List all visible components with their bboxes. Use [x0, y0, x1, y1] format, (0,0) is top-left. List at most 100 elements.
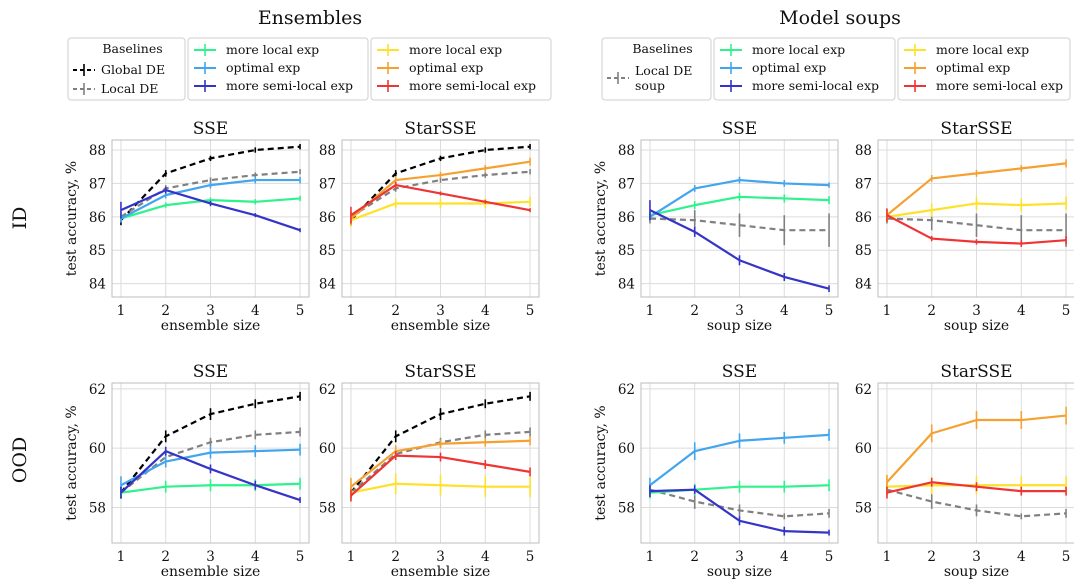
- x-tick-label: 4: [481, 549, 490, 565]
- series-4: [350, 181, 531, 224]
- series-3: [350, 436, 531, 496]
- x-tick-label: 3: [436, 303, 445, 319]
- plot-frame: [640, 382, 839, 544]
- series-4: [120, 446, 301, 503]
- x-tick-label: 1: [347, 549, 356, 565]
- x-tick-label: 5: [1062, 303, 1071, 319]
- legend-box: [370, 37, 552, 101]
- y-tick-label: 88: [618, 143, 635, 159]
- x-tick-label: 3: [206, 549, 215, 565]
- x-tick-label: 4: [251, 549, 260, 565]
- x-axis-label: soup size: [944, 318, 1009, 334]
- x-tick-label: 3: [972, 303, 981, 319]
- legend-label-yellow: optimal exp: [409, 60, 483, 75]
- legend-label-green: more semi-local exp: [226, 78, 353, 93]
- x-tick-label: 1: [646, 549, 655, 565]
- legend-label-baseline-line2: soup: [635, 78, 665, 93]
- x-axis-label: soup size: [707, 318, 772, 334]
- y-tick-label: 62: [618, 382, 635, 398]
- x-tick-label: 4: [481, 303, 490, 319]
- panel-6: SSE 1 2 3 4 5 58 60 62 soup size test accuracy, %: [593, 362, 839, 580]
- legend-label-baseline: Local DE: [101, 81, 158, 96]
- y-tick-label: 86: [89, 210, 106, 226]
- panel-4: SSE 1 2 3 4 5 58 60 62 ensemble size test accuracy…: [64, 362, 310, 580]
- y-tick-label: 58: [618, 500, 635, 516]
- y-tick-label: 60: [89, 441, 106, 457]
- panel-5: StarSSE 1 2 3 4 5 58 60 62 ensemble size: [319, 362, 540, 580]
- y-tick-label: 87: [89, 176, 106, 192]
- legend-heading: Baselines: [102, 41, 162, 56]
- legend-label-green: more semi-local exp: [752, 78, 879, 93]
- y-tick-label: 87: [855, 176, 872, 192]
- y-tick-label: 84: [89, 277, 106, 293]
- legend-label-baseline: Global DE: [101, 62, 165, 77]
- y-tick-label: 62: [319, 382, 336, 398]
- series-3: [886, 477, 1067, 499]
- x-tick-label: 3: [206, 303, 215, 319]
- row-label-ood: OOD: [9, 437, 31, 483]
- legend-box: [897, 37, 1071, 101]
- y-tick-label: 62: [855, 382, 872, 398]
- legend-box: [187, 37, 369, 101]
- x-tick-label: 1: [883, 549, 892, 565]
- x-tick-label: 1: [646, 303, 655, 319]
- x-tick-label: 5: [825, 303, 834, 319]
- panel-2: SSE 1 2 3 4 5 84 85 86 87 88 soup size test accuracy…: [593, 119, 839, 334]
- y-tick-label: 88: [89, 143, 106, 159]
- x-tick-label: 2: [161, 549, 170, 565]
- panel-title: StarSSE: [940, 119, 1012, 139]
- panel-title: StarSSE: [940, 362, 1012, 382]
- legend-label-yellow: more semi-local exp: [936, 78, 1063, 93]
- series-3: [649, 485, 830, 536]
- y-tick-label: 84: [319, 277, 336, 293]
- panel-7: StarSSE 1 2 3 4 5 58 60 62 soup size: [855, 362, 1074, 580]
- x-tick-label: 2: [927, 549, 936, 565]
- x-tick-label: 5: [296, 549, 305, 565]
- y-tick-label: 84: [618, 277, 635, 293]
- x-axis-label: ensemble size: [391, 318, 491, 334]
- y-tick-label: 88: [319, 143, 336, 159]
- panel-title: SSE: [193, 362, 228, 382]
- legend-box: [601, 37, 712, 101]
- panel-0: SSE 1 2 3 4 5 84 85 86 87 88 ensemble size test accu…: [64, 119, 310, 334]
- y-tick-label: 58: [855, 500, 872, 516]
- panel-1: StarSSE 1 2 3 4 5 84 85 86 87 88 ensemble size: [319, 119, 540, 334]
- x-tick-label: 4: [780, 549, 789, 565]
- x-axis-label: soup size: [944, 564, 1009, 580]
- plot-frame: [341, 382, 540, 544]
- x-tick-label: 2: [161, 303, 170, 319]
- x-tick-label: 1: [117, 549, 126, 565]
- y-tick-label: 87: [618, 176, 635, 192]
- x-tick-label: 2: [391, 303, 400, 319]
- series-4: [350, 451, 531, 502]
- y-tick-label: 85: [89, 243, 106, 259]
- series-3: [886, 208, 1067, 247]
- x-tick-label: 5: [1062, 549, 1071, 565]
- x-tick-label: 2: [690, 549, 699, 565]
- group-title-model-soups: Model soups: [779, 7, 901, 29]
- x-tick-label: 2: [391, 549, 400, 565]
- panel-3: StarSSE 1 2 3 4 5 84 85 86 87 88 soup size: [855, 119, 1074, 334]
- x-axis-label: soup size: [707, 564, 772, 580]
- plot-frame: [877, 139, 1074, 298]
- x-tick-label: 3: [436, 549, 445, 565]
- x-tick-label: 4: [1017, 549, 1026, 565]
- x-tick-label: 5: [825, 549, 834, 565]
- x-tick-label: 4: [251, 303, 260, 319]
- plot-frame: [111, 382, 310, 544]
- panel-title: SSE: [193, 119, 228, 139]
- x-axis-label: ensemble size: [161, 318, 261, 334]
- series-line: [350, 170, 531, 218]
- legend-label-yellow: optimal exp: [936, 60, 1010, 75]
- x-tick-label: 3: [972, 549, 981, 565]
- x-tick-label: 1: [347, 303, 356, 319]
- legend-heading: Baselines: [632, 41, 692, 56]
- legend-label-green: more local exp: [752, 42, 845, 57]
- x-tick-label: 5: [296, 303, 305, 319]
- x-tick-label: 2: [927, 303, 936, 319]
- y-tick-label: 60: [618, 441, 635, 457]
- y-axis-label: test accuracy, %: [64, 161, 80, 276]
- series-4: [120, 186, 301, 233]
